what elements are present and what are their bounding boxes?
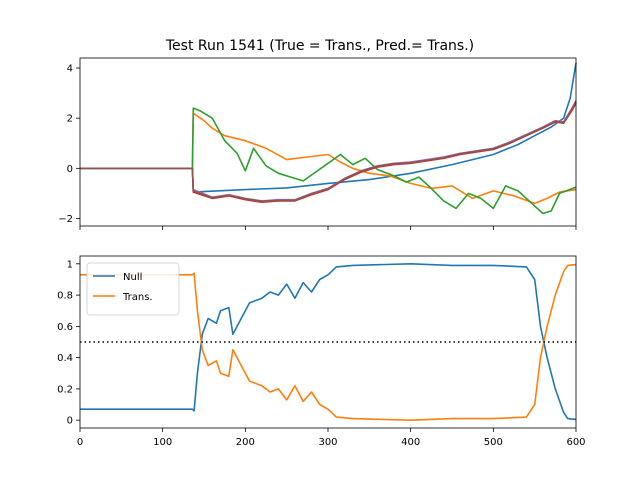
- y-tick-label: 1: [67, 259, 73, 270]
- series-line-orange: [80, 112, 577, 205]
- bottom-panel: 0 100 200 300 400 500 600 0 0.2 0.4 0.6 0.8 1 Null Tra…: [57, 255, 586, 448]
- y-tick-label: 4: [67, 64, 73, 75]
- y-tick-label: 0.4: [57, 353, 73, 364]
- series-line-red: [80, 102, 577, 203]
- y-tick-label: 2: [67, 114, 73, 125]
- series-line-green: [80, 107, 577, 215]
- y-tick-label: −2: [58, 214, 73, 225]
- x-tick-label: 600: [566, 437, 585, 448]
- series-line-brown: [80, 101, 577, 203]
- series-line-null: [80, 262, 577, 421]
- y-tick-label: 0.8: [57, 291, 73, 302]
- y-tick-label: 0.2: [57, 384, 73, 395]
- x-tick-label: 400: [401, 437, 420, 448]
- y-tick-label: 0: [67, 164, 73, 175]
- x-tick-label: 100: [153, 437, 172, 448]
- x-tick-label: 0: [77, 437, 83, 448]
- chart-title: Test Run 1541 (True = Trans., Pred.= Tra…: [165, 38, 474, 54]
- y-tick-label: 0: [67, 416, 73, 427]
- axes-frame: [79, 57, 577, 227]
- legend-box: [86, 262, 180, 316]
- legend-label: Trans.: [122, 292, 153, 303]
- x-tick-label: 200: [236, 437, 255, 448]
- series-line-blue: [80, 62, 577, 193]
- legend-label: Null: [123, 272, 142, 283]
- x-tick-label: 300: [318, 437, 337, 448]
- top-panel: −2 0 2 4: [58, 57, 577, 230]
- y-tick-label: 0.6: [57, 322, 73, 333]
- x-tick-label: 500: [484, 437, 503, 448]
- series-line-trans-: [80, 263, 577, 422]
